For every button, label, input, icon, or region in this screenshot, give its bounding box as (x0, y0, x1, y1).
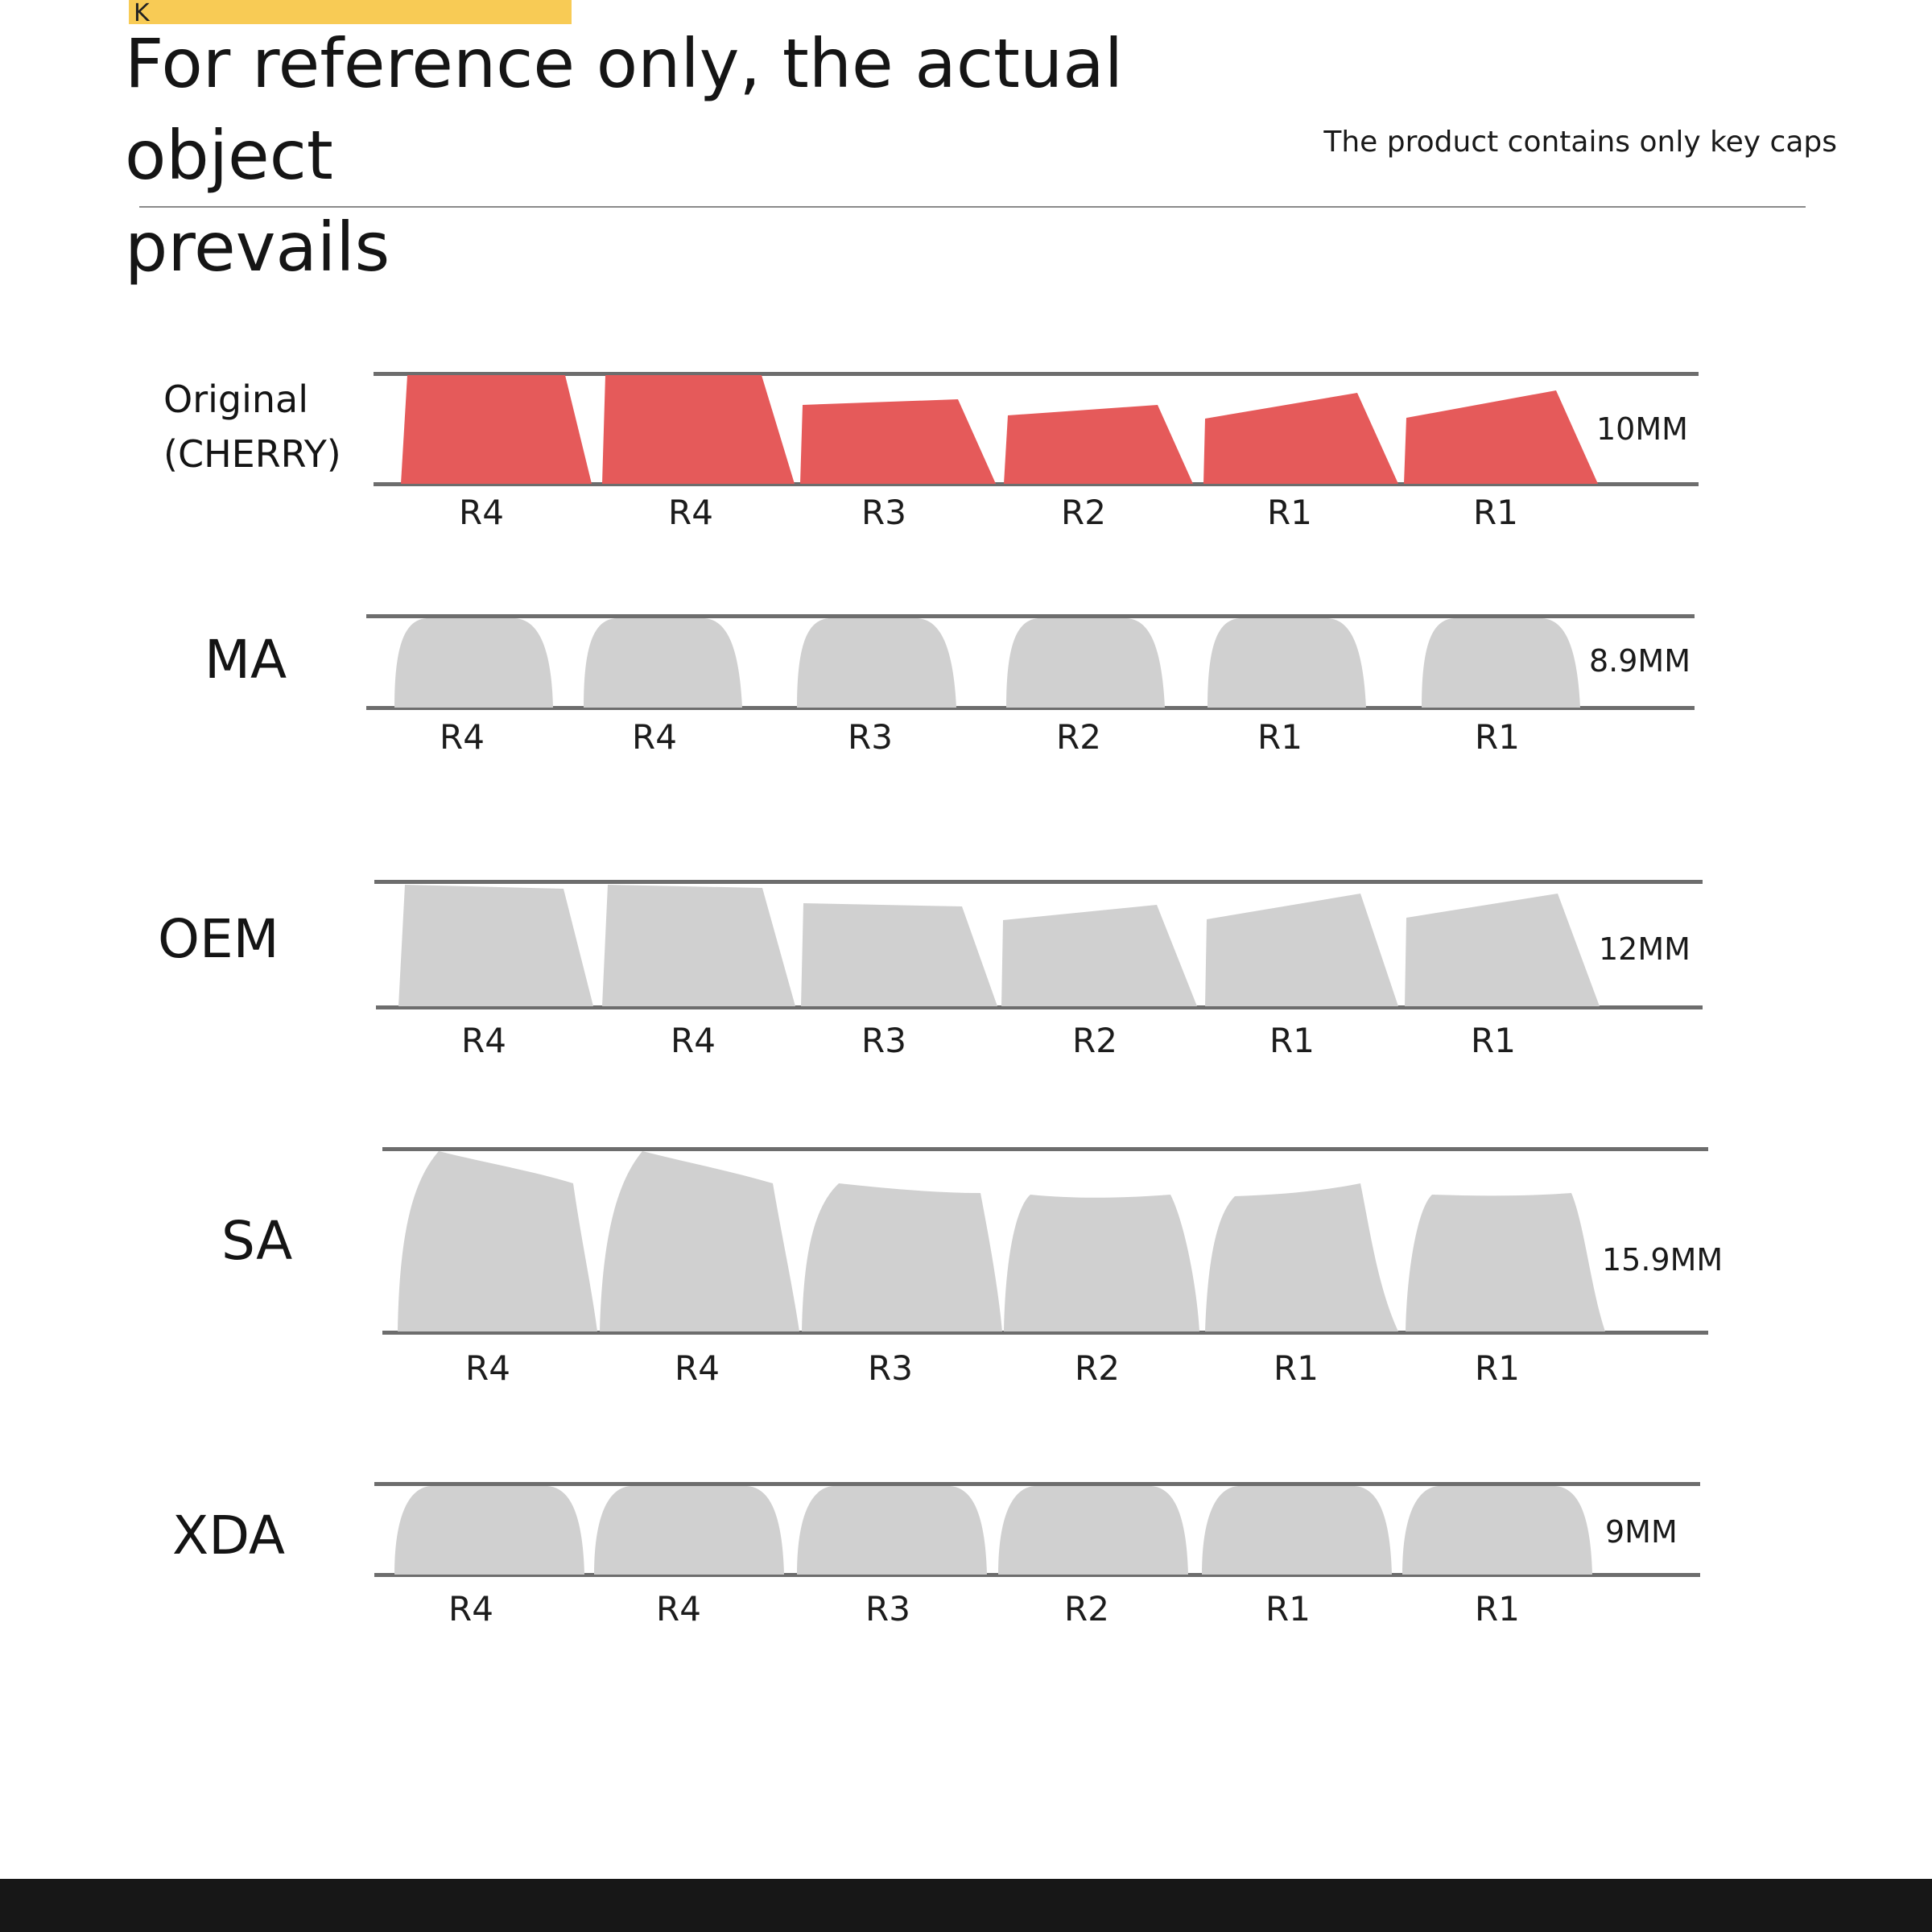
xda-row-label: R1 (1475, 1589, 1520, 1629)
profile-name-oem: OEM (158, 908, 279, 970)
sa-bottom-rule (382, 1331, 1708, 1335)
sa-height-label: 15.9MM (1602, 1242, 1724, 1278)
ma-keycap-r4-b (584, 618, 742, 708)
ma-keycap-r3 (797, 618, 956, 708)
ma-top-rule (366, 614, 1695, 618)
cherry-row-label: R1 (1267, 493, 1312, 532)
ma-row-label: R3 (848, 717, 893, 757)
oem-height-label: 12MM (1599, 931, 1690, 967)
ma-keycap-r2 (1006, 618, 1165, 708)
oem-top-rule (374, 880, 1703, 884)
cherry-keycap-r4-b (602, 375, 795, 484)
cherry-row-label: R4 (459, 493, 504, 532)
ma-bottom-rule (366, 706, 1695, 710)
cherry-keycap-r4-a (401, 375, 592, 484)
ma-row-label: R1 (1475, 717, 1520, 757)
oem-keycap-r4-b (602, 885, 795, 1006)
header-accent-bar (129, 0, 572, 24)
sa-keycap-r4-b (600, 1151, 799, 1331)
sa-row-label: R2 (1075, 1348, 1120, 1388)
sa-keycap-r1-a (1205, 1183, 1398, 1331)
profile-name-cherry-line2: (CHERRY) (163, 432, 341, 476)
oem-bottom-rule (376, 1005, 1703, 1009)
header-badge-letter: K (134, 0, 150, 27)
cherry-top-rule (374, 372, 1699, 376)
oem-row-label: R1 (1471, 1021, 1516, 1060)
profile-name-cherry-line1: Original (163, 378, 309, 421)
oem-keycap-r1-a (1205, 894, 1398, 1006)
ma-row-label: R4 (440, 717, 485, 757)
cherry-keycap-r1-a (1203, 393, 1398, 484)
oem-keycap-r2 (1001, 905, 1197, 1006)
xda-keycap-r1-a (1202, 1486, 1392, 1575)
sa-top-rule (382, 1147, 1708, 1151)
cherry-height-label: 10MM (1596, 411, 1688, 447)
sa-row-label: R1 (1475, 1348, 1520, 1388)
sa-row-label: R4 (465, 1348, 510, 1388)
page-title-line1: For reference only, the actual object (125, 24, 1124, 195)
cherry-keycap-r2 (1004, 405, 1193, 484)
xda-keycap-r1-b (1402, 1486, 1592, 1575)
ma-row-label: R2 (1056, 717, 1101, 757)
cherry-row-label: R1 (1473, 493, 1518, 532)
product-note: The product contains only key caps (1323, 126, 1837, 159)
oem-row-label: R4 (671, 1021, 716, 1060)
oem-row-label: R4 (461, 1021, 506, 1060)
xda-row-label: R4 (448, 1589, 493, 1629)
xda-bottom-rule (374, 1573, 1700, 1577)
xda-keycap-r4-a (394, 1486, 584, 1575)
oem-keycap-r4-a (398, 885, 593, 1006)
cherry-row-label: R4 (668, 493, 713, 532)
oem-keycap-r3 (801, 903, 997, 1006)
cherry-bottom-rule (374, 482, 1699, 486)
cherry-row-label: R2 (1061, 493, 1106, 532)
sa-keycap-r3 (802, 1183, 1002, 1331)
footer-bar (0, 1879, 1932, 1932)
xda-top-rule (374, 1482, 1700, 1486)
xda-row-label: R3 (865, 1589, 910, 1629)
sa-row-label: R3 (868, 1348, 913, 1388)
xda-keycap-r4-b (594, 1486, 784, 1575)
ma-keycap-r1-b (1422, 618, 1580, 708)
sa-keycap-r4-a (398, 1151, 597, 1331)
oem-keycap-r1-b (1405, 894, 1600, 1006)
profile-name-xda: XDA (172, 1505, 286, 1567)
oem-row-label: R1 (1269, 1021, 1315, 1060)
sa-row-label: R1 (1274, 1348, 1319, 1388)
xda-row-label: R4 (656, 1589, 701, 1629)
header-divider (139, 206, 1806, 208)
oem-row-label: R2 (1072, 1021, 1117, 1060)
ma-keycap-r1-a (1208, 618, 1366, 708)
profile-name-cherry: Original (CHERRY) (163, 372, 341, 481)
page-title: For reference only, the actual object pr… (125, 18, 1252, 293)
cherry-row-label: R3 (861, 493, 906, 532)
sa-keycap-r2 (1004, 1195, 1199, 1331)
xda-keycap-r3 (797, 1486, 987, 1575)
ma-row-label: R4 (632, 717, 677, 757)
xda-height-label: 9MM (1605, 1514, 1678, 1550)
page-title-line2: prevails (125, 208, 390, 287)
oem-row-label: R3 (861, 1021, 906, 1060)
profile-name-sa: SA (221, 1210, 293, 1272)
cherry-keycap-r1-b (1404, 390, 1598, 484)
xda-keycap-r2 (998, 1486, 1188, 1575)
ma-keycap-r4-a (394, 618, 553, 708)
sa-row-label: R4 (675, 1348, 720, 1388)
ma-row-label: R1 (1257, 717, 1302, 757)
sa-keycap-r1-b (1406, 1193, 1605, 1331)
profile-name-ma: MA (204, 629, 287, 691)
xda-row-label: R1 (1265, 1589, 1311, 1629)
ma-height-label: 8.9MM (1589, 643, 1691, 679)
xda-row-label: R2 (1064, 1589, 1109, 1629)
cherry-keycap-r3 (800, 399, 996, 484)
